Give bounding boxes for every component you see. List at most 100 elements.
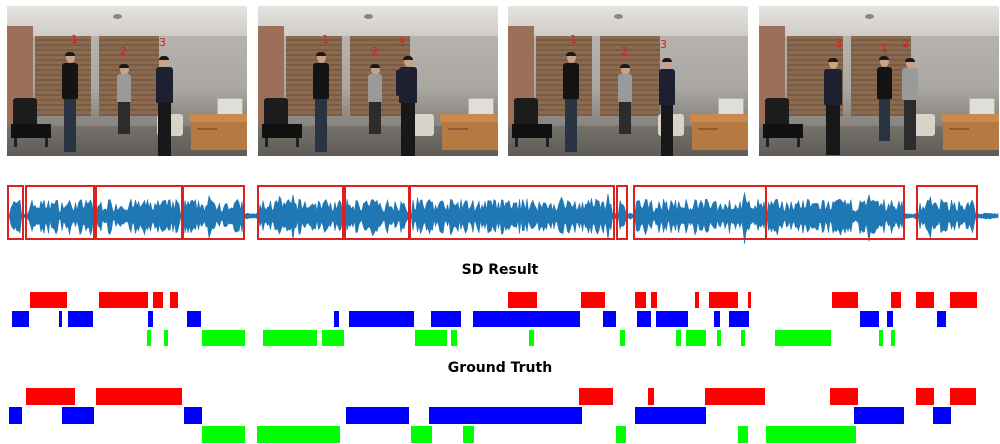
sd-speaker-1-segment (709, 292, 738, 308)
video-frame-3: 1 2 3 (508, 6, 748, 156)
sd-speaker-3-segment (147, 330, 151, 346)
sd-speaker-3-segment (676, 330, 681, 346)
ground-truth-timeline (9, 388, 976, 443)
sd-speaker-2-segment (603, 311, 616, 327)
sd-result-timeline (12, 292, 977, 346)
sd-speaker-2-segment (637, 311, 651, 327)
gt-speaker-3-segment (766, 426, 856, 443)
gt-speaker-2-segment (346, 407, 409, 424)
sd-speaker-2-segment (12, 311, 29, 327)
speaker-label: 1 (570, 33, 577, 46)
sd-speaker-2-segment (887, 311, 893, 327)
gt-speaker-2-segment (635, 407, 706, 424)
gt-speaker-2-segment (429, 407, 582, 424)
sd-speaker-1-segment (695, 292, 699, 308)
gt-speaker-1-segment (830, 388, 858, 405)
gt-speaker-3-segment (463, 426, 474, 443)
speaker-label: 3 (159, 36, 166, 49)
sd-speaker-2-segment (68, 311, 93, 327)
speaker-label: 3 (835, 37, 842, 50)
sd-speaker-2-segment (937, 311, 946, 327)
sd-speaker-3-segment (529, 330, 534, 346)
speaker-label: 1 (881, 42, 888, 55)
sd-speaker-3-segment (891, 330, 895, 346)
sd-speaker-3-segment (717, 330, 721, 346)
sd-speaker-1-segment (99, 292, 148, 308)
sd-speaker-3-segment (879, 330, 883, 346)
speaker-turn-box (25, 185, 95, 240)
sd-speaker-2-segment (59, 311, 62, 327)
gt-speaker-1-segment (579, 388, 613, 405)
speaker-turn-box (916, 185, 978, 240)
sd-speaker-3-segment (741, 330, 745, 346)
speaker-label: 1 (322, 33, 329, 46)
sd-speaker-2-segment (431, 311, 461, 327)
video-frame-1: 1 2 3 (7, 6, 247, 156)
gt-speaker-1-segment (950, 388, 976, 405)
gt-speaker-3-segment (202, 426, 245, 443)
sd-speaker-3-segment (322, 330, 344, 346)
sd-speaker-1-segment (950, 292, 977, 308)
sd-speaker-2-segment (148, 311, 153, 327)
speaker-label: 2 (371, 45, 378, 58)
sd-result-title: SD Result (461, 262, 539, 278)
gt-speaker-3-segment (616, 426, 626, 443)
sd-speaker-2-segment (334, 311, 339, 327)
sd-speaker-2-segment (187, 311, 201, 327)
gt-speaker-2-segment (933, 407, 951, 424)
sd-speaker-3-segment (686, 330, 706, 346)
sd-speaker-3-segment (775, 330, 831, 346)
sd-speaker-3-segment (263, 330, 317, 346)
sd-speaker-1-segment (651, 292, 657, 308)
sd-speaker-1-segment (30, 292, 67, 308)
sd-speaker-1-segment (748, 292, 751, 308)
speaker-label: 3 (398, 36, 405, 49)
speaker-turn-box (616, 185, 628, 240)
speaker-label: 2 (621, 45, 628, 58)
speaker-label: 1 (71, 33, 78, 46)
sd-speaker-3-segment (451, 330, 457, 346)
gt-speaker-2-segment (9, 407, 22, 424)
sd-speaker-2-segment (656, 311, 688, 327)
sd-speaker-2-segment (473, 311, 580, 327)
sd-speaker-3-segment (164, 330, 168, 346)
gt-speaker-1-segment (96, 388, 182, 405)
speaker-turn-box (7, 185, 24, 240)
video-frame-2: 1 2 3 (258, 6, 498, 156)
gt-speaker-3-segment (257, 426, 340, 443)
speaker-turn-boxes (7, 185, 978, 240)
sd-speaker-1-segment (635, 292, 646, 308)
gt-speaker-2-segment (62, 407, 94, 424)
speaker-turn-box (257, 185, 344, 240)
gt-speaker-1-segment (916, 388, 934, 405)
sd-speaker-2-segment (714, 311, 720, 327)
gt-speaker-3-segment (738, 426, 748, 443)
sd-speaker-1-segment (508, 292, 537, 308)
waveform-signal (7, 192, 999, 244)
sd-speaker-1-segment (170, 292, 178, 308)
sd-speaker-2-segment (729, 311, 749, 327)
speaker-turn-box (765, 185, 905, 240)
sd-speaker-1-segment (916, 292, 934, 308)
sd-speaker-3-segment (202, 330, 245, 346)
ground-truth-title: Ground Truth (447, 360, 553, 376)
sd-speaker-3-segment (620, 330, 625, 346)
speaker-label: 2 (902, 37, 909, 50)
gt-speaker-3-segment (411, 426, 432, 443)
gt-speaker-1-segment (26, 388, 75, 405)
sd-speaker-3-segment (415, 330, 447, 346)
gt-speaker-2-segment (184, 407, 202, 424)
sd-speaker-1-segment (832, 292, 858, 308)
sd-speaker-1-segment (153, 292, 163, 308)
speaker-label: 3 (660, 38, 667, 51)
sd-speaker-2-segment (860, 311, 879, 327)
video-frame-4: 3 1 2 (759, 6, 999, 156)
gt-speaker-2-segment (854, 407, 904, 424)
sd-speaker-1-segment (891, 292, 901, 308)
speaker-label: 2 (120, 45, 127, 58)
speaker-turn-box (409, 185, 615, 240)
audio-waveform (7, 185, 999, 244)
gt-speaker-1-segment (648, 388, 654, 405)
sd-speaker-1-segment (581, 292, 605, 308)
sd-speaker-2-segment (349, 311, 414, 327)
